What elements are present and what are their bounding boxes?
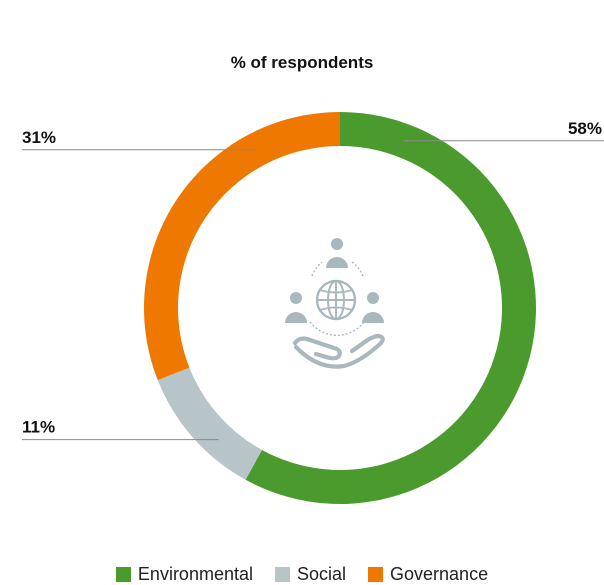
slice-social [157,367,262,480]
chart-title: % of respondents [230,53,374,72]
legend-item-governance: Governance [368,564,488,585]
legend-label-governance: Governance [390,564,489,584]
label-leaders [22,140,604,441]
data-labels: 58% 11% 31% [22,119,602,437]
data-label-environmental: 58% [568,119,602,138]
legend-label-social: Social [296,564,347,584]
donut-slices [144,112,536,504]
legend-swatch-governance [368,567,384,582]
legend-item-social: Social [274,564,347,585]
globe-people-hand-icon [285,238,385,369]
legend-label-environmental: Environmental [137,564,253,584]
legend-item-environmental: Environmental [115,564,253,585]
legend: Environmental Social Governance [0,564,604,585]
data-label-governance: 31% [22,128,56,147]
data-label-social: 11% [22,418,55,437]
legend-swatch-environmental [115,567,131,582]
legend-swatch-social [274,567,290,582]
slice-governance [144,112,340,381]
slice-environmental [245,112,536,504]
